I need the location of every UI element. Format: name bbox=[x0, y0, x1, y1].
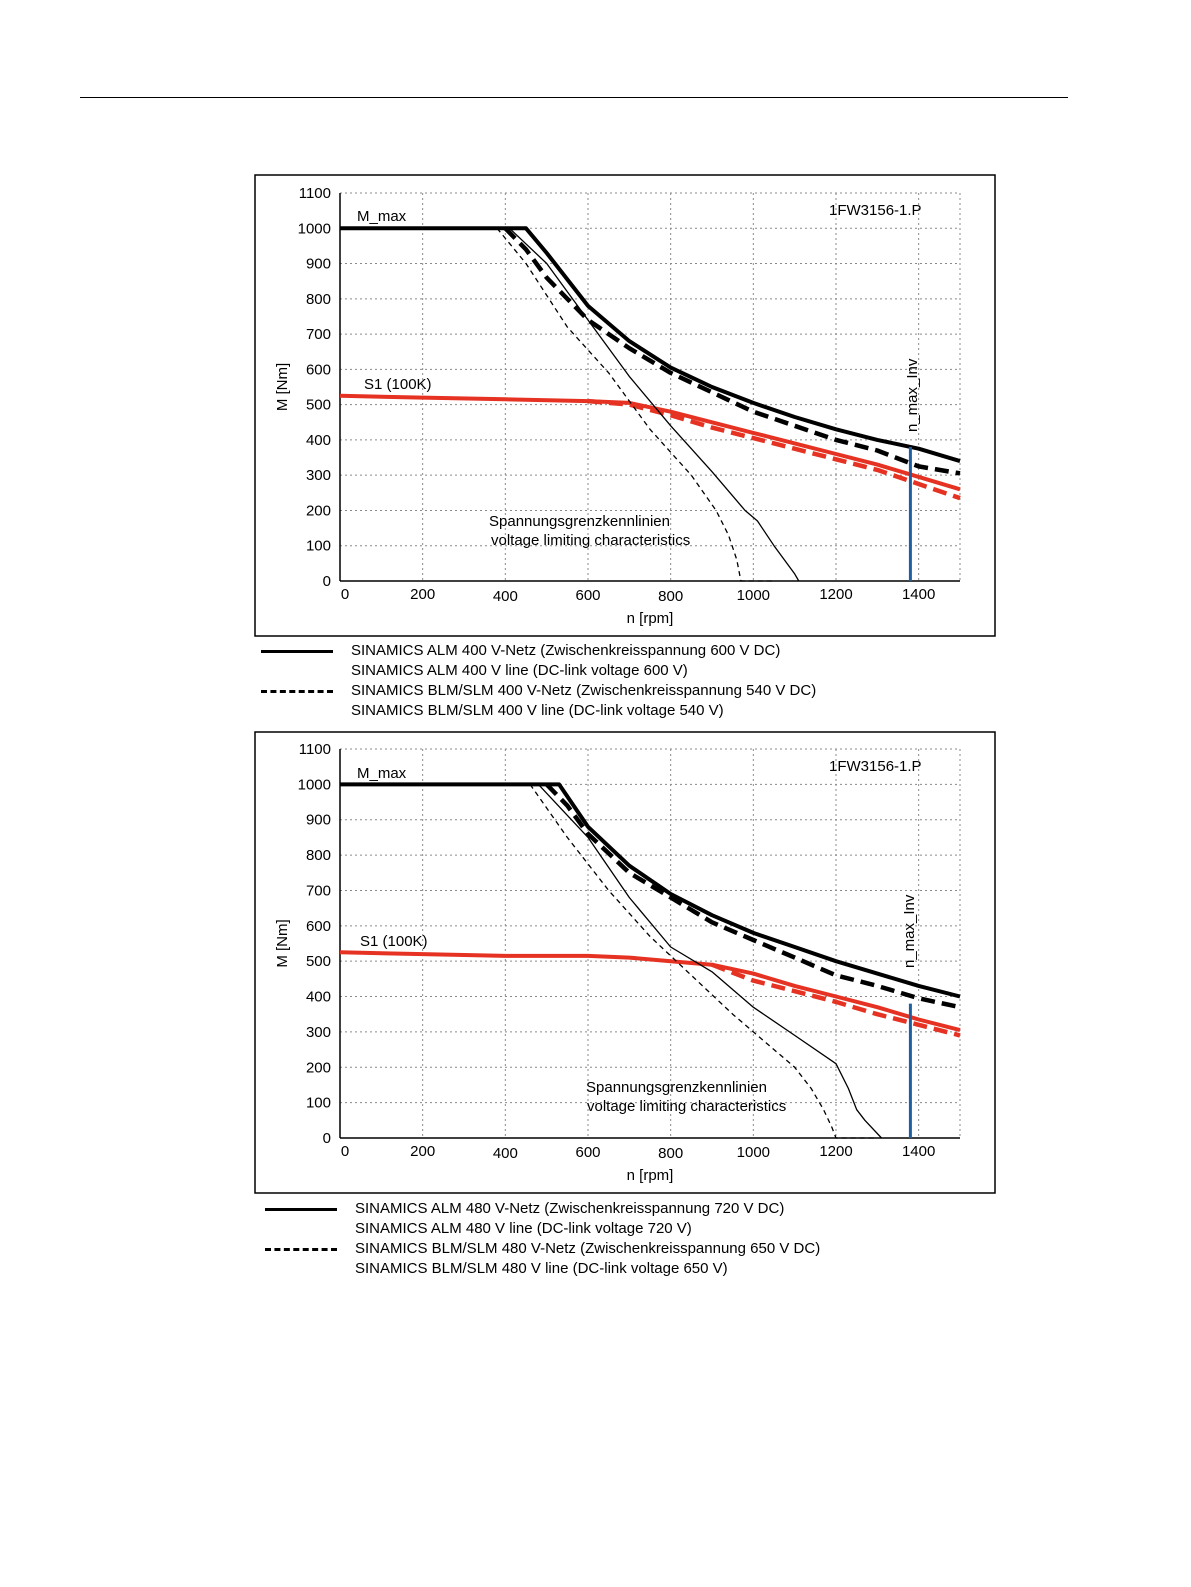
legend-swatch-dash bbox=[265, 1248, 337, 1251]
series-thick-solid-red bbox=[339, 950, 961, 1033]
n-max-inv-label: n_max_Inv bbox=[904, 358, 921, 432]
chart-frame bbox=[254, 731, 996, 1194]
x-tick-label: 1000 bbox=[737, 587, 770, 604]
legend-text: SINAMICS ALM 480 V-Netz (Zwischenkreissp… bbox=[355, 1200, 785, 1217]
legend-swatch-solid bbox=[261, 650, 333, 653]
legend-text: SINAMICS ALM 480 V line (DC-link voltage… bbox=[355, 1220, 692, 1237]
x-tick-label: 0 bbox=[341, 1143, 349, 1160]
series-thin-dash-black bbox=[529, 784, 878, 1139]
x-tick-label: 200 bbox=[410, 586, 435, 603]
x-tick-label: 600 bbox=[575, 1144, 600, 1161]
y-tick-label: 1000 bbox=[298, 220, 331, 237]
y-tick-label: 1000 bbox=[298, 776, 331, 793]
n-max-inv-label: n_max_Inv bbox=[901, 894, 918, 968]
legend-text: SINAMICS BLM/SLM 480 V-Netz (Zwischenkre… bbox=[355, 1240, 821, 1257]
model-label: 1FW3156-1.P bbox=[829, 758, 922, 775]
y-tick-label: 0 bbox=[323, 573, 331, 590]
y-axis-label: M [Nm] bbox=[274, 363, 291, 411]
legend-swatch-dash bbox=[261, 690, 333, 693]
x-tick-label: 1200 bbox=[819, 1143, 852, 1160]
model-label: 1FW3156-1.P bbox=[829, 202, 922, 219]
y-tick-label: 1100 bbox=[299, 185, 331, 202]
y-tick-label: 400 bbox=[306, 432, 331, 449]
annotation-voltage-limit-de: Spannungsgrenzkennlinien bbox=[586, 1079, 767, 1096]
y-tick-label: 300 bbox=[306, 467, 331, 484]
y-tick-label: 400 bbox=[306, 989, 331, 1006]
annotation-voltage-limit-en: voltage limiting characteristics bbox=[587, 1098, 786, 1115]
y-tick-label: 500 bbox=[306, 397, 331, 414]
annotation-m-max: M_max bbox=[357, 765, 407, 782]
x-tick-label: 1200 bbox=[819, 586, 852, 603]
y-tick-label: 200 bbox=[306, 1059, 331, 1076]
y-tick-label: 600 bbox=[306, 918, 331, 935]
y-tick-label: 100 bbox=[306, 538, 331, 555]
series-thin-dash-black bbox=[496, 227, 774, 582]
legend-text: SINAMICS BLM/SLM 400 V-Netz (Zwischenkre… bbox=[351, 682, 817, 699]
y-tick-label: 900 bbox=[306, 256, 331, 273]
series-thick-dash-black bbox=[545, 782, 961, 1010]
y-tick-label: 300 bbox=[306, 1024, 331, 1041]
x-tick-label: 200 bbox=[410, 1143, 435, 1160]
y-tick-label: 600 bbox=[306, 361, 331, 378]
y-tick-label: 700 bbox=[306, 326, 331, 343]
annotation-voltage-limit-de: Spannungsgrenzkennlinien bbox=[489, 513, 670, 530]
y-tick-label: 100 bbox=[306, 1095, 331, 1112]
legend-text: SINAMICS BLM/SLM 400 V line (DC-link vol… bbox=[351, 702, 724, 719]
x-tick-label: 1400 bbox=[902, 586, 935, 603]
y-tick-label: 200 bbox=[306, 502, 331, 519]
x-tick-label: 400 bbox=[493, 588, 518, 605]
legend-text: SINAMICS ALM 400 V line (DC-link voltage… bbox=[351, 662, 688, 679]
legend-text: SINAMICS ALM 400 V-Netz (Zwischenkreissp… bbox=[351, 642, 781, 659]
x-axis-label: n [rpm] bbox=[627, 610, 674, 627]
y-axis-label: M [Nm] bbox=[274, 919, 291, 967]
x-tick-label: 800 bbox=[658, 1145, 683, 1162]
y-tick-label: 500 bbox=[306, 953, 331, 970]
series-thin-solid-black bbox=[509, 227, 800, 582]
series-thick-dash-black bbox=[503, 226, 961, 476]
legend-swatch-solid bbox=[265, 1208, 337, 1211]
chart-frame bbox=[254, 174, 996, 637]
series-thin-solid-black bbox=[537, 783, 882, 1139]
series-thick-solid-black bbox=[340, 782, 961, 999]
top-rule bbox=[80, 97, 1068, 98]
series-thick-solid-red bbox=[339, 393, 961, 492]
x-tick-label: 400 bbox=[493, 1145, 518, 1162]
annotation-m-max: M_max bbox=[357, 208, 407, 225]
annotation-voltage-limit-en: voltage limiting characteristics bbox=[491, 532, 690, 549]
x-tick-label: 800 bbox=[658, 588, 683, 605]
annotation-s1: S1 (100K) bbox=[364, 376, 432, 393]
x-tick-label: 600 bbox=[575, 587, 600, 604]
series-thick-dash-red bbox=[587, 398, 961, 501]
x-tick-label: 1400 bbox=[902, 1143, 935, 1160]
y-tick-label: 0 bbox=[323, 1130, 331, 1147]
x-axis-label: n [rpm] bbox=[627, 1167, 674, 1184]
y-tick-label: 800 bbox=[306, 847, 331, 864]
x-tick-label: 0 bbox=[341, 586, 349, 603]
series-thick-solid-black bbox=[340, 226, 961, 464]
y-tick-label: 900 bbox=[306, 812, 331, 829]
y-tick-label: 700 bbox=[306, 882, 331, 899]
y-tick-label: 1100 bbox=[299, 741, 331, 758]
y-tick-label: 800 bbox=[306, 291, 331, 308]
annotation-s1: S1 (100K) bbox=[360, 933, 428, 950]
series-thick-dash-red bbox=[711, 962, 961, 1038]
x-tick-label: 1000 bbox=[737, 1144, 770, 1161]
legend-text: SINAMICS BLM/SLM 480 V line (DC-link vol… bbox=[355, 1260, 728, 1277]
